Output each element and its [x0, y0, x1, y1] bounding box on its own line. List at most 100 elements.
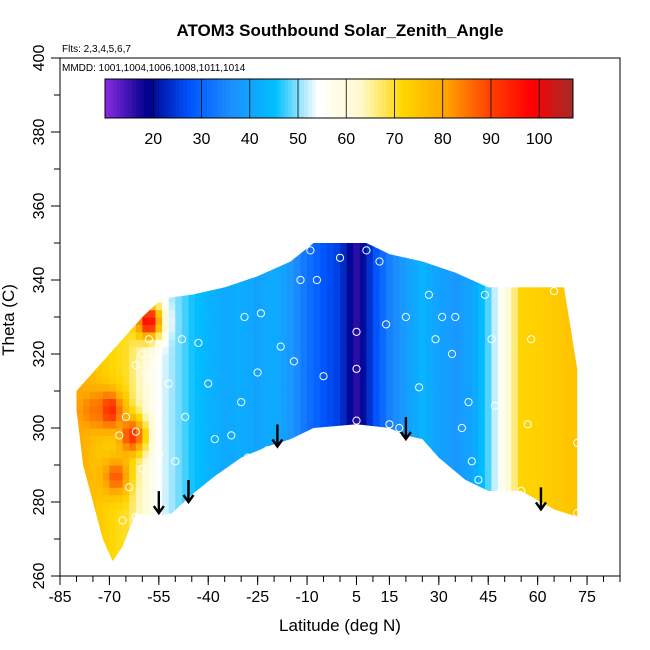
heatmap-cell: [175, 383, 183, 392]
heatmap-cell: [399, 324, 407, 333]
heatmap-cell: [280, 265, 288, 274]
heatmap-cell: [491, 331, 499, 340]
heatmap-cell: [327, 561, 334, 569]
heatmap-cell: [116, 376, 124, 385]
heatmap-cell: [96, 472, 104, 481]
heatmap-cell: [550, 502, 558, 510]
heatmap-cell: [307, 457, 315, 466]
heatmap-cell: [340, 472, 348, 481]
heatmap-cell: [484, 509, 493, 518]
heatmap-cell: [498, 287, 506, 296]
heatmap-cell: [214, 257, 222, 266]
heatmap-cell: [155, 479, 163, 488]
heatmap-cell: [188, 265, 196, 274]
heatmap-cell: [96, 324, 104, 333]
heatmap-cell: [412, 502, 420, 510]
colorbar-segment: [186, 79, 192, 118]
heatmap-cell: [458, 376, 466, 385]
heatmap-cell: [287, 391, 295, 399]
heatmap-cell: [254, 287, 262, 296]
heatmap-cell: [280, 243, 288, 244]
heatmap-cell: [274, 294, 282, 303]
heatmap-cell: [228, 487, 236, 496]
heatmap-cell: [215, 561, 222, 569]
observation-circle: [227, 431, 236, 440]
heatmap-cell: [247, 331, 255, 340]
heatmap-cell: [524, 502, 532, 510]
heatmap-cell: [366, 398, 374, 407]
heatmap-cell: [280, 472, 288, 481]
heatmap-cell: [234, 354, 242, 362]
heatmap-cell: [76, 280, 78, 288]
heatmap-cell: [511, 243, 519, 251]
heatmap-cell: [155, 472, 163, 481]
heatmap-cell: [254, 472, 262, 481]
heatmap-cell: [366, 354, 374, 362]
heatmap-cell: [135, 391, 143, 399]
heatmap-cell: [432, 494, 440, 503]
heatmap-cell: [366, 450, 374, 459]
heatmap-cell: [491, 368, 499, 377]
heatmap-cell: [484, 243, 493, 244]
heatmap-cell: [96, 331, 104, 340]
heatmap-cell: [405, 516, 414, 525]
heatmap-cell: [260, 324, 269, 333]
heatmap-cell: [359, 420, 367, 429]
heatmap-cell: [544, 302, 552, 311]
heatmap-cell: [102, 494, 110, 503]
heatmap-cell: [478, 391, 486, 399]
heatmap-cell: [148, 479, 157, 488]
heatmap-cell: [511, 302, 519, 311]
heatmap-cell: [122, 257, 130, 266]
heatmap-cell: [109, 265, 117, 274]
heatmap-cell: [148, 428, 157, 436]
heatmap-cell: [438, 361, 446, 370]
heatmap-cell: [300, 539, 308, 547]
heatmap-cell: [498, 294, 506, 303]
heatmap-cell: [386, 309, 394, 318]
heatmap-cell: [346, 398, 354, 407]
heatmap-cell: [511, 561, 518, 569]
x-tick-label: 45: [479, 589, 497, 606]
heatmap-cell: [386, 494, 394, 503]
heatmap-cell: [307, 265, 315, 274]
heatmap-cell: [478, 272, 486, 281]
heatmap-cell: [399, 287, 407, 296]
heatmap-cell: [372, 405, 381, 414]
colorbar-segment: [210, 79, 215, 118]
heatmap-cell: [109, 472, 117, 481]
heatmap-cell: [109, 243, 117, 244]
heatmap-cell: [465, 391, 473, 399]
heatmap-cell: [359, 509, 367, 518]
heatmap-cell: [168, 361, 176, 370]
heatmap-cell: [465, 479, 473, 488]
heatmap-cell: [83, 494, 91, 503]
heatmap-cell: [300, 294, 308, 303]
heatmap-cell: [267, 243, 275, 251]
heatmap-cell: [333, 413, 341, 422]
heatmap-cell: [162, 420, 170, 429]
heatmap-cell: [346, 539, 354, 547]
heatmap-cell: [129, 494, 137, 503]
heatmap-cell: [452, 487, 460, 496]
heatmap-cell: [445, 472, 453, 481]
heatmap-cell: [372, 257, 381, 266]
heatmap-cell: [498, 479, 506, 488]
heatmap-cell: [103, 561, 110, 569]
heatmap-cell: [135, 465, 143, 473]
heatmap-cell: [504, 287, 512, 296]
heatmap-cell: [175, 494, 183, 503]
heatmap-cell: [201, 243, 209, 251]
heatmap-cell: [280, 435, 288, 444]
heatmap-cell: [234, 324, 242, 333]
heatmap-cell: [517, 383, 526, 392]
heatmap-cell: [340, 546, 348, 555]
heatmap-cell: [320, 287, 328, 296]
heatmap-cell: [498, 561, 505, 569]
heatmap-cell: [465, 539, 473, 547]
heatmap-cell: [228, 317, 236, 325]
heatmap-cell: [148, 287, 157, 296]
heatmap-cell: [148, 435, 157, 444]
heatmap-cell: [267, 494, 275, 503]
heatmap-cell: [544, 257, 552, 266]
